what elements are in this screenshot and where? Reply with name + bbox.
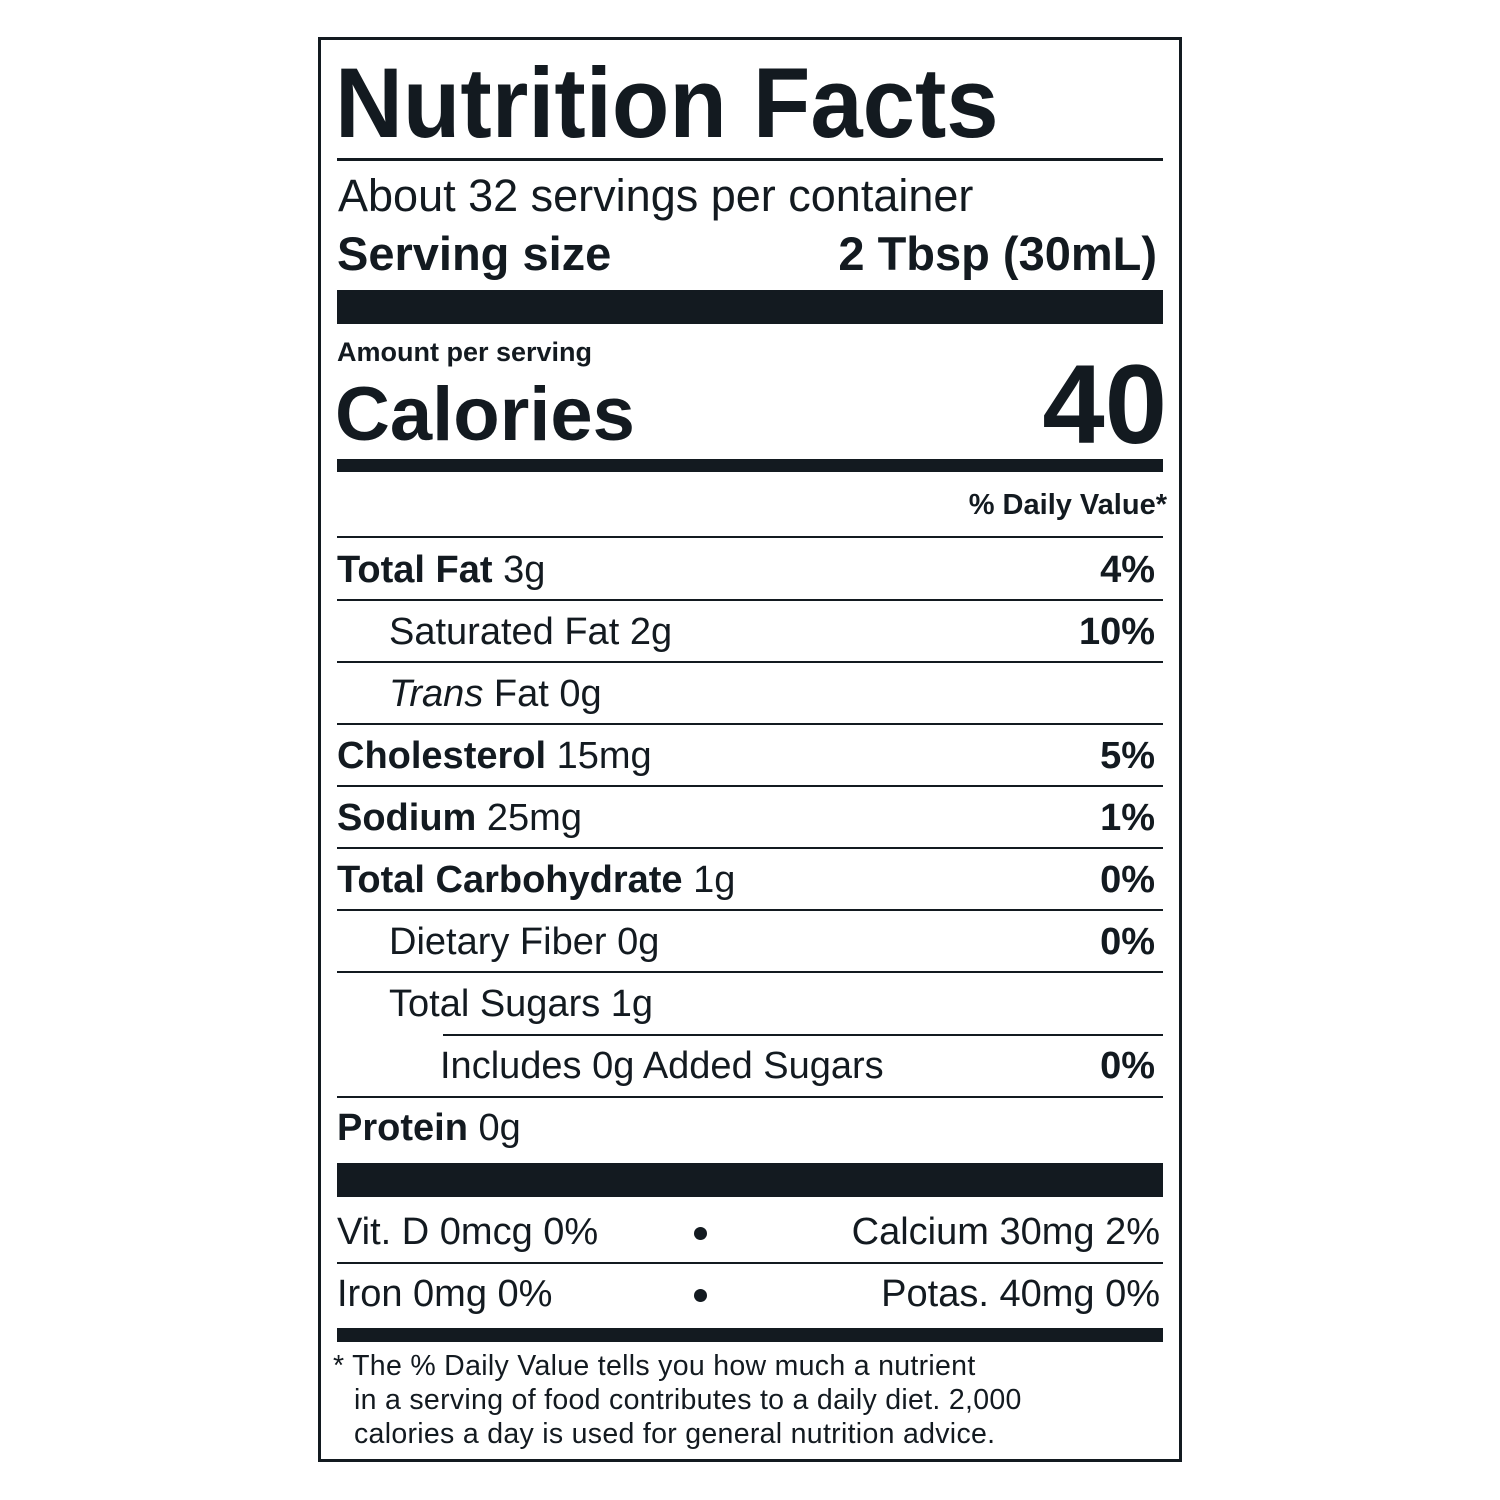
divider [337, 1262, 1163, 1264]
nutrient-dv: 1% [1100, 797, 1155, 839]
nutrient-dv: 5% [1100, 735, 1155, 777]
serving-size-value: 2 Tbsp (30mL) [838, 227, 1157, 280]
nutrient-name: Protein [337, 1107, 468, 1149]
nutrient-amount: 1g [610, 983, 654, 1025]
nutrient-dv: 10% [1078, 611, 1155, 653]
divider [337, 785, 1163, 787]
nutrient-amount: 0g [478, 1107, 521, 1149]
servings-per-container: About 32 servings per container [338, 170, 974, 221]
nutrient-amount: 1g [693, 859, 736, 901]
nutrient-name: Sodium [337, 797, 477, 839]
daily-value-header: % Daily Value* [968, 489, 1167, 521]
nutrient-dv: 4% [1100, 549, 1155, 591]
serving-size-label: Serving size [337, 227, 612, 280]
nutrient-row-protein: Protein 0g [337, 1103, 1155, 1153]
nutrition-label-border [318, 37, 1182, 1462]
medium-divider [337, 459, 1163, 472]
divider [443, 1034, 1163, 1036]
divider [337, 1096, 1163, 1098]
divider [337, 661, 1163, 663]
nutrient-name: Total Fat [337, 549, 493, 591]
calories-value: 40 [1042, 342, 1167, 467]
micronutrient-vitamin-d: Vit. D 0mcg 0% [337, 1211, 599, 1253]
micronutrient-potassium: Potas. 40mg 0% [881, 1273, 1160, 1315]
nutrient-name: Dietary Fiber [389, 921, 607, 963]
nutrient-amount: 0g [559, 673, 602, 715]
micronutrient-calcium: Calcium 30mg 2% [851, 1211, 1160, 1253]
micronutrient-iron: Iron 0mg 0% [337, 1273, 553, 1315]
nutrient-row-saturated-fat: Saturated Fat 2g 10% [389, 607, 1155, 657]
nutrient-name: Total Carbohydrate [337, 859, 683, 901]
nutrient-amount: 25mg [486, 797, 582, 839]
nutrient-dv: 0% [1100, 921, 1155, 963]
label-title: Nutrition Facts [335, 47, 999, 158]
micronutrient-row: Vit. D 0mcg 0% Calcium 30mg 2% [337, 1207, 1160, 1257]
nutrient-row-total-sugars: Total Sugars 1g [389, 979, 1155, 1029]
nutrient-amount: 15mg [556, 735, 652, 777]
nutrient-dv: 0% [1100, 859, 1155, 901]
divider [337, 158, 1163, 161]
divider [337, 723, 1163, 725]
nutrient-row-total-carbohydrate: Total Carbohydrate 1g 0% [337, 855, 1155, 905]
nutrient-row-trans-fat: Trans Fat 0g [389, 669, 1155, 719]
footnote-line: * The % Daily Value tells you how much a… [333, 1350, 976, 1382]
nutrient-row-added-sugars: Includes 0g Added Sugars 0% [440, 1041, 1155, 1091]
nutrient-name: Trans [389, 673, 484, 715]
thick-divider [337, 1163, 1163, 1197]
nutrient-row-dietary-fiber: Dietary Fiber 0g 0% [389, 917, 1155, 967]
micronutrient-row: Iron 0mg 0% Potas. 40mg 0% [337, 1269, 1160, 1319]
nutrient-name: Includes 0g Added Sugars [440, 1045, 884, 1087]
bullet-icon [694, 1289, 707, 1302]
divider [337, 536, 1163, 538]
nutrient-row-sodium: Sodium 25mg 1% [337, 793, 1155, 843]
nutrient-amount: 0g [617, 921, 660, 963]
footnote-line: calories a day is used for general nutri… [354, 1418, 996, 1450]
nutrient-dv: 0% [1100, 1045, 1155, 1087]
footnote-line: in a serving of food contributes to a da… [354, 1384, 1022, 1416]
nutrient-name: Total Sugars [389, 983, 601, 1025]
divider [337, 971, 1163, 973]
amount-per-serving: Amount per serving [337, 337, 593, 367]
nutrient-row-total-fat: Total Fat 3g 4% [337, 545, 1155, 595]
nutrient-name: Cholesterol [337, 735, 547, 777]
medium-divider [337, 1328, 1163, 1342]
nutrient-name-suffix: Fat [493, 673, 549, 715]
divider [337, 599, 1163, 601]
thick-divider [337, 290, 1163, 324]
divider [337, 909, 1163, 911]
nutrient-amount: 3g [503, 549, 546, 591]
divider [337, 847, 1163, 849]
bullet-icon [694, 1227, 707, 1240]
nutrient-name: Saturated Fat [389, 611, 620, 653]
nutrient-amount: 2g [629, 611, 673, 653]
nutrient-row-cholesterol: Cholesterol 15mg 5% [337, 731, 1155, 781]
calories-label: Calories [335, 372, 635, 457]
